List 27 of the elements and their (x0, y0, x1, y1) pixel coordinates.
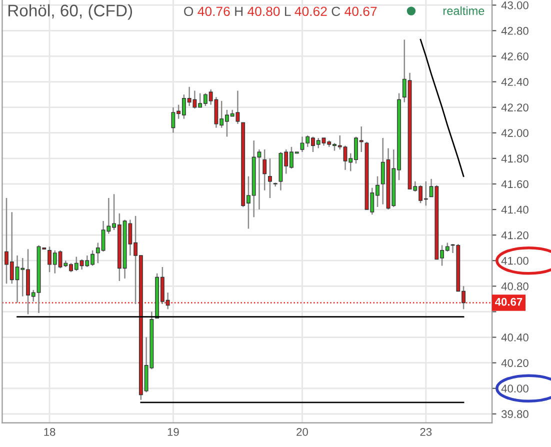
y-tick-label: 42.80 (501, 26, 528, 35)
x-tick-label: 19 (168, 428, 179, 436)
y-tick-label: 41.40 (501, 206, 528, 214)
y-tick-label: 41.00 (501, 256, 528, 265)
y-tick-label: 41.60 (501, 180, 528, 188)
ref-line-label: 40.67 (494, 298, 522, 306)
x-tick-label: 23 (420, 428, 432, 436)
candlestick (268, 158, 272, 199)
x-tick-label: 20 (296, 428, 308, 436)
y-tick-label: 42.60 (501, 52, 528, 60)
chart-title: Rohöl, 60, (CFD) (8, 4, 132, 20)
y-tick-label: 40.00 (501, 384, 528, 393)
y-tick-label: 40.80 (501, 282, 528, 290)
annotation: realtime (443, 6, 484, 16)
candlestick (262, 148, 267, 191)
y-tick-label: 42.20 (501, 104, 528, 112)
y-tick-label: 42.40 (501, 78, 528, 86)
y-tick-label: 40.20 (501, 359, 528, 367)
y-tick-label: 40.40 (501, 334, 528, 342)
y-tick-label: 43.00 (501, 1, 528, 10)
y-tick-label: 42.00 (501, 129, 528, 137)
annotation: O 40.76 H 40.80 L 40.62 C 40.67 (184, 6, 377, 16)
x-tick-label: 18 (44, 428, 56, 436)
y-tick-label: 41.20 (501, 231, 528, 240)
y-tick-label: 39.80 (501, 410, 528, 418)
line-series (420, 38, 464, 177)
y-tick-label: 41.80 (501, 154, 528, 163)
